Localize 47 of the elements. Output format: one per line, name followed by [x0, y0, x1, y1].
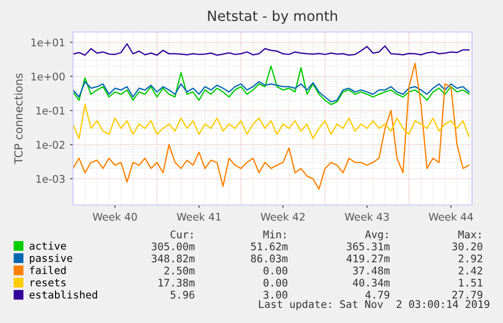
- line-series: [73, 65, 470, 106]
- text: 3.00: [264, 290, 288, 299]
- text: 348.82m: [152, 254, 195, 262]
- text: 40.34m: [352, 278, 390, 287]
- text: 1.51: [459, 278, 482, 287]
- legend-label: resets: [30, 278, 66, 286]
- text: 51.62m: [251, 242, 288, 250]
- text: Avg:: [365, 230, 388, 240]
- text: 30.20: [452, 242, 482, 250]
- line-series: [73, 104, 470, 140]
- chart-title: Netstat - by month: [208, 10, 338, 24]
- text: 86.03m: [251, 254, 288, 262]
- text: 4.79: [365, 290, 390, 299]
- text: 2.50m: [164, 266, 195, 275]
- x-tick-label: Week 40: [92, 212, 137, 221]
- text: Cur:: [170, 230, 192, 238]
- text: 0.00: [264, 278, 288, 287]
- text: 305.00m: [152, 242, 195, 250]
- y-axis-title: TCP connections: [14, 73, 23, 164]
- y-tick-label: 1e+00: [31, 72, 65, 80]
- x-tick-label: Week 42: [260, 212, 305, 221]
- text: 27.79: [452, 290, 482, 299]
- line-series: [73, 81, 470, 102]
- y-tick-label: 1e-02: [36, 140, 64, 149]
- x-tick-label: Week 44: [428, 212, 473, 221]
- legend-label: established: [30, 290, 97, 299]
- y-tick-label: 1e+01: [31, 38, 64, 46]
- text: 17.38m: [158, 278, 195, 287]
- text: 2.42: [458, 266, 482, 274]
- text: 419.27m: [346, 254, 390, 262]
- text: 0.00: [264, 266, 288, 275]
- text: 365.31m: [346, 242, 390, 250]
- text: Max:: [458, 230, 480, 238]
- text: Min:: [263, 230, 286, 238]
- legend-label: active: [30, 242, 66, 250]
- legend-label: failed: [30, 266, 66, 274]
- x-tick-label: Week 41: [176, 212, 221, 221]
- y-tick-label: 1e-03: [36, 174, 65, 183]
- legend-label: passive: [30, 254, 72, 264]
- text: Last update: Sat Nov 2 03:00:14 2019: [259, 300, 490, 310]
- x-tick-label: Week 43: [344, 212, 389, 221]
- line-series: [73, 62, 470, 190]
- text: 37.48m: [353, 266, 390, 275]
- text: 5.96: [170, 290, 194, 299]
- y-tick-label: 1e-01: [36, 106, 64, 115]
- text: 2.92: [458, 254, 482, 262]
- line-series: [73, 43, 470, 56]
